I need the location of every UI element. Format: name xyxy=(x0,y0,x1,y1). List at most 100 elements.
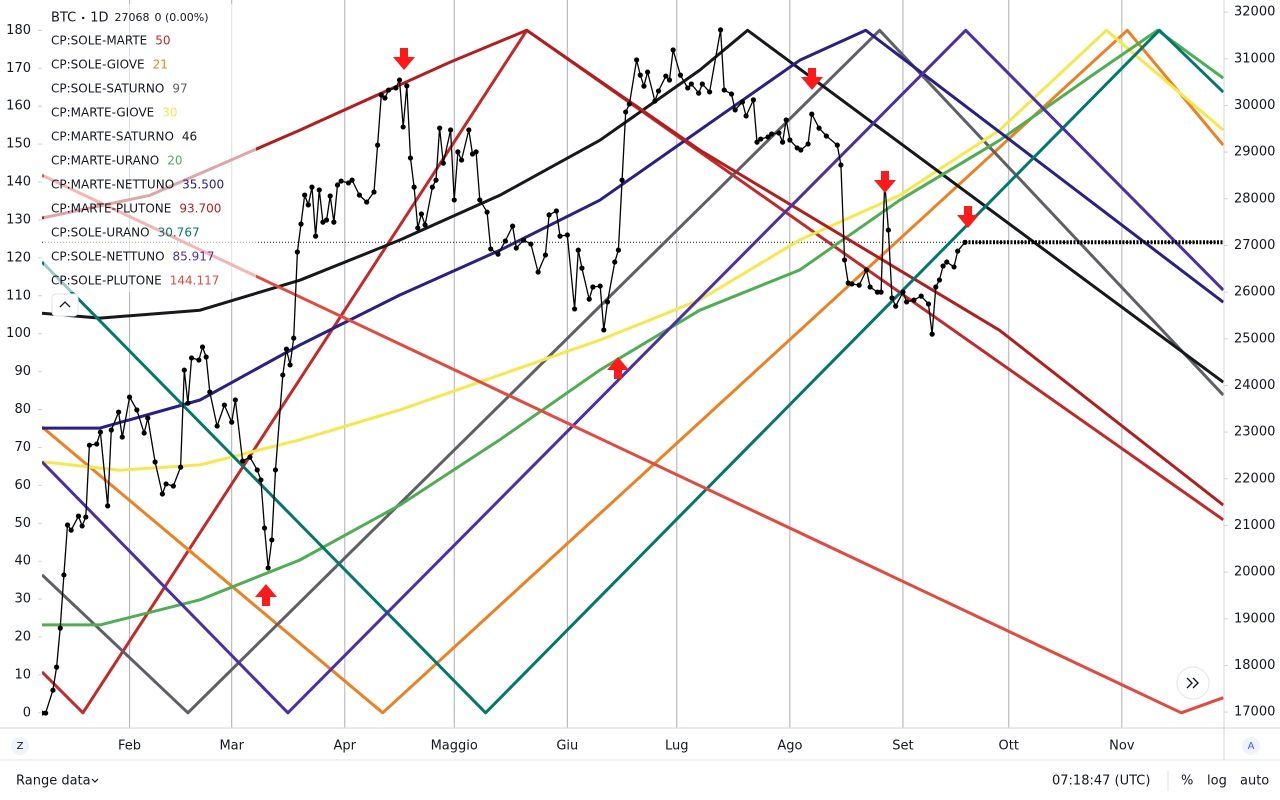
bottom-bar: Range data 07:18:47 (UTC) % log auto xyxy=(16,771,1269,791)
price-point xyxy=(553,208,559,214)
price-point xyxy=(232,397,238,403)
range-selector[interactable]: Range data xyxy=(16,774,91,789)
price-point xyxy=(214,423,220,429)
price-point xyxy=(323,217,330,223)
price-point xyxy=(94,441,100,447)
price-point xyxy=(196,357,202,363)
price-point xyxy=(823,133,829,139)
legend-name: CP:MARTE-SATURNO xyxy=(51,130,174,144)
indicator-line xyxy=(42,28,1224,715)
price-point xyxy=(626,101,632,107)
price-point xyxy=(893,303,899,309)
indicator-series xyxy=(42,173,1224,715)
price-point xyxy=(918,293,924,299)
price-point xyxy=(488,246,494,252)
indicator-line xyxy=(42,173,1224,715)
price-point xyxy=(178,464,184,470)
price-point xyxy=(141,430,147,436)
price-point xyxy=(280,372,286,378)
y2-tick-label: 19000 xyxy=(1234,611,1275,626)
price-point xyxy=(466,127,472,133)
price-series xyxy=(42,27,1224,716)
price-point xyxy=(433,177,439,183)
price-point xyxy=(61,572,67,578)
auto-button[interactable] xyxy=(1242,737,1260,755)
price-point xyxy=(382,95,388,101)
y2-tick-label: 29000 xyxy=(1234,145,1275,160)
price-point xyxy=(207,389,213,395)
legend-value: 21 xyxy=(153,58,168,72)
price-point xyxy=(159,491,165,497)
price-point xyxy=(283,346,290,352)
log-toggle[interactable]: log xyxy=(1207,774,1227,789)
price-point xyxy=(356,192,362,198)
auto-button-label: A xyxy=(1248,741,1255,752)
price-point xyxy=(57,625,63,631)
price-point xyxy=(641,83,647,89)
legend-collapse[interactable] xyxy=(51,293,79,317)
price-point xyxy=(458,157,465,163)
y-tick-label: 50 xyxy=(14,516,31,531)
last-price: 27068 xyxy=(114,11,149,24)
price-point xyxy=(754,139,760,145)
legend-name: CP:MARTE-URANO xyxy=(51,154,159,168)
price-point xyxy=(327,193,333,199)
price-point xyxy=(688,81,694,87)
price-point xyxy=(557,233,563,239)
y2-tick-label: 26000 xyxy=(1234,285,1275,300)
x-tick-label: Feb xyxy=(118,739,141,754)
scroll-button[interactable] xyxy=(1176,666,1210,700)
price-point xyxy=(798,147,804,153)
indicator-series xyxy=(42,28,1224,627)
price-point xyxy=(776,130,782,136)
x-tick-label: Nov xyxy=(1109,739,1135,754)
legend-name: CP:MARTE-GIOVE xyxy=(51,106,154,120)
price-point xyxy=(375,142,381,148)
price-point xyxy=(590,284,596,290)
price-point xyxy=(838,162,844,168)
price-point xyxy=(422,222,428,228)
percent-toggle[interactable]: % xyxy=(1181,774,1193,789)
price-point xyxy=(495,251,501,257)
y-tick-label: 130 xyxy=(6,212,31,227)
price-point xyxy=(652,98,658,104)
legend-name: CP:MARTE-PLUTONE xyxy=(51,202,171,216)
y-tick-label: 120 xyxy=(6,250,31,265)
price-point xyxy=(721,87,727,93)
price-point xyxy=(717,27,724,33)
price-point xyxy=(572,306,578,312)
price-point xyxy=(601,327,607,333)
price-point xyxy=(105,503,111,509)
price-point xyxy=(261,525,268,531)
collapse-button[interactable] xyxy=(51,293,79,317)
zoom-button[interactable] xyxy=(11,737,29,755)
price-point xyxy=(331,219,337,225)
price-point xyxy=(936,277,943,283)
indicator-line xyxy=(42,28,1224,627)
price-point xyxy=(305,202,311,208)
indicator-series xyxy=(42,28,1224,715)
scroll-to-realtime[interactable] xyxy=(1176,666,1210,700)
legend-value: 46 xyxy=(182,130,197,144)
legend-value: 50 xyxy=(155,34,170,48)
change: 0 (0.00%) xyxy=(154,11,208,24)
price-point xyxy=(867,284,873,290)
price-point xyxy=(765,134,771,140)
y-tick-label: 110 xyxy=(6,288,31,303)
x-tick-label: Set xyxy=(892,739,913,754)
auto-toggle[interactable]: auto xyxy=(1240,774,1269,789)
price-point xyxy=(597,283,603,289)
price-point xyxy=(221,402,228,408)
price-point xyxy=(108,427,114,433)
range-caret xyxy=(91,778,99,783)
price-point xyxy=(145,415,151,421)
legend-value: 30.767 xyxy=(158,226,200,240)
y2-tick-label: 24000 xyxy=(1234,378,1275,393)
y2-tick-label: 23000 xyxy=(1234,425,1275,440)
price-point xyxy=(254,467,260,473)
price-point xyxy=(677,72,684,78)
y-tick-label: 80 xyxy=(14,402,31,417)
price-point xyxy=(50,687,56,693)
price-point xyxy=(349,177,355,183)
price-point xyxy=(437,125,443,131)
